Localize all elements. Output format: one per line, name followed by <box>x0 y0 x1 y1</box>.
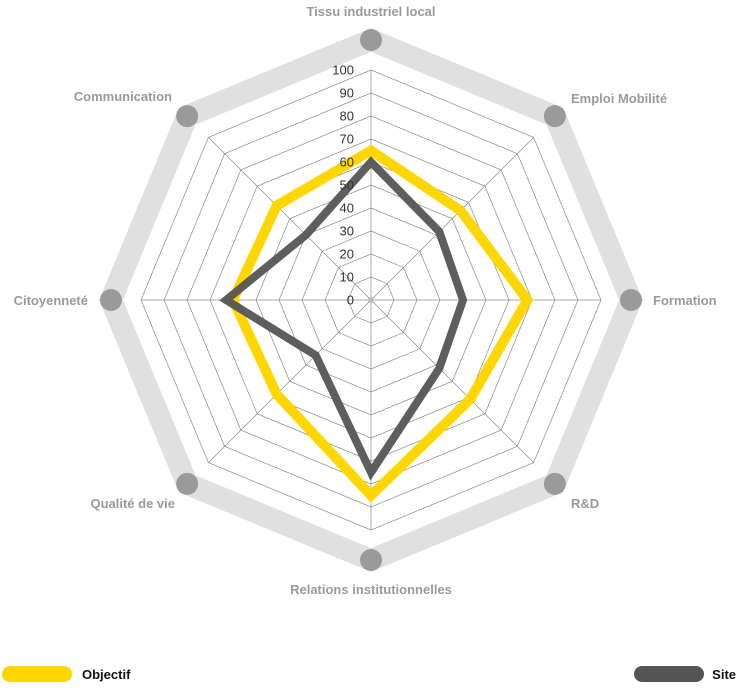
center-dot <box>368 297 374 303</box>
axis-marker-4 <box>360 549 382 571</box>
axis-label-tissu-industriel-local: Tissu industriel local <box>306 4 435 19</box>
axis-label-citoyennete: Citoyenneté <box>14 293 88 308</box>
grid-spoke-1 <box>370 137 534 301</box>
tick-label-50: 50 <box>340 178 354 193</box>
grid-spoke-3 <box>370 299 534 463</box>
tick-label-80: 80 <box>340 109 354 124</box>
tick-label-90: 90 <box>340 86 354 101</box>
axis-label-r-d: R&D <box>571 496 599 511</box>
legend-swatch-site <box>634 666 705 682</box>
axis-label-relations-institutionnelles: Relations institutionnelles <box>290 582 452 597</box>
legend-label-objectif: Objectif <box>82 666 131 682</box>
axis-label-formation: Formation <box>653 293 717 308</box>
tick-label-40: 40 <box>340 201 354 216</box>
tick-label-70: 70 <box>340 132 354 147</box>
axis-marker-0 <box>360 29 382 51</box>
axis-marker-6 <box>100 289 122 311</box>
axis-marker-2 <box>620 289 642 311</box>
axis-label-communication: Communication <box>74 89 172 104</box>
axis-marker-7 <box>176 105 199 128</box>
series-line-objectif <box>227 144 534 503</box>
legend-item-site: Site <box>634 664 736 684</box>
axis-marker-5 <box>176 472 199 495</box>
axis-label-qualite-de-vie: Qualité de vie <box>90 496 175 511</box>
tick-label-60: 60 <box>340 155 354 170</box>
tick-label-20: 20 <box>340 247 354 262</box>
tick-label-30: 30 <box>340 224 354 239</box>
grid-spoke-7 <box>208 137 372 301</box>
axis-marker-1 <box>543 105 566 128</box>
legend-label-site: Site <box>712 666 736 682</box>
tick-label-100: 100 <box>332 63 354 78</box>
tick-label-10: 10 <box>340 270 354 285</box>
axis-marker-3 <box>543 472 566 495</box>
grid-spoke-5 <box>208 299 372 463</box>
legend-swatch-objectif <box>2 666 72 682</box>
axis-label-emploi-mobilite: Emploi Mobilité <box>571 91 667 106</box>
tick-label-0: 0 <box>347 293 354 308</box>
legend-item-objectif: Objectif <box>2 664 130 684</box>
